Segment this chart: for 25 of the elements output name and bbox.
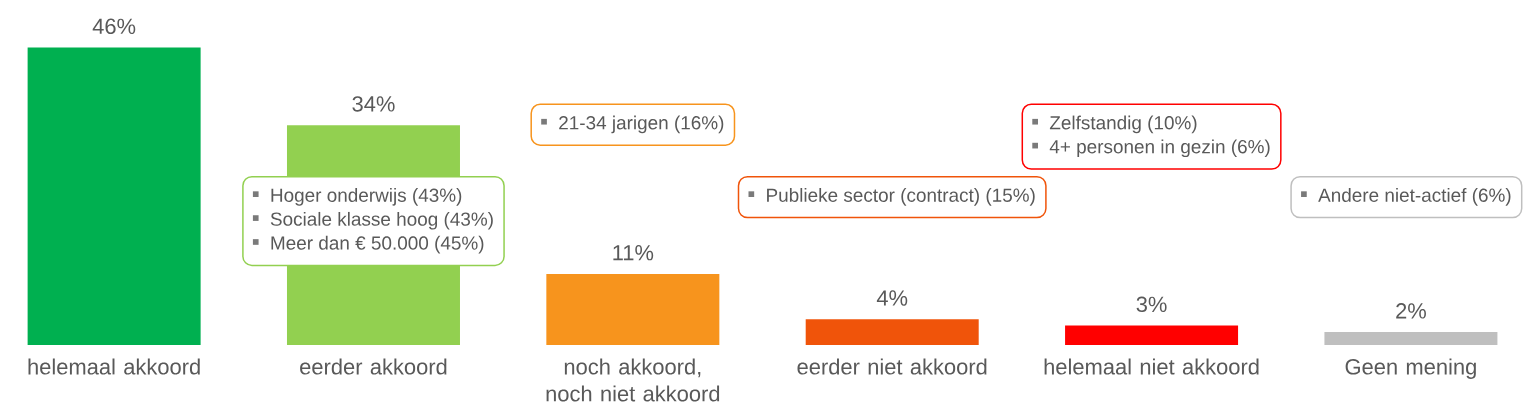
annotation: Andere niet-actief (6%): [1318, 188, 1511, 206]
annotation: Meer dan € 50.000 (45%): [271, 235, 484, 254]
bar: [546, 273, 720, 345]
bar: [27, 47, 201, 345]
data-label: 34%: [352, 96, 395, 112]
data-label: 3%: [1136, 296, 1167, 313]
data-label: 46%: [92, 18, 136, 35]
data-label: 4%: [876, 290, 908, 306]
x-tick-label: noch akkoord, noch niet akkoord: [546, 358, 720, 402]
bar: [805, 319, 979, 345]
x-tick-label: Geen mening: [1345, 358, 1476, 379]
annotation: Hoger onderwijs (43%): [271, 188, 462, 206]
bar: [1065, 325, 1239, 345]
annotation: 21-34 jarigen (16%): [559, 115, 724, 134]
bar: [1324, 332, 1498, 345]
data-label: 11%: [613, 245, 654, 261]
data-label: 2%: [1396, 303, 1426, 319]
x-tick-label: helemaal niet akkoord: [1044, 358, 1259, 375]
x-tick-label: eerder niet akkoord: [797, 358, 987, 375]
x-tick-label: eerder akkoord: [300, 358, 447, 375]
x-tick-label: helemaal akkoord: [28, 358, 200, 375]
annotation: Sociale klasse hoog (43%): [270, 211, 493, 230]
annotation: Zelfstandig (10%): [1049, 115, 1197, 134]
annotation: Publieke sector (contract) (15%): [767, 188, 1035, 206]
annotation: 4+ personen in gezin (6%): [1049, 139, 1270, 158]
